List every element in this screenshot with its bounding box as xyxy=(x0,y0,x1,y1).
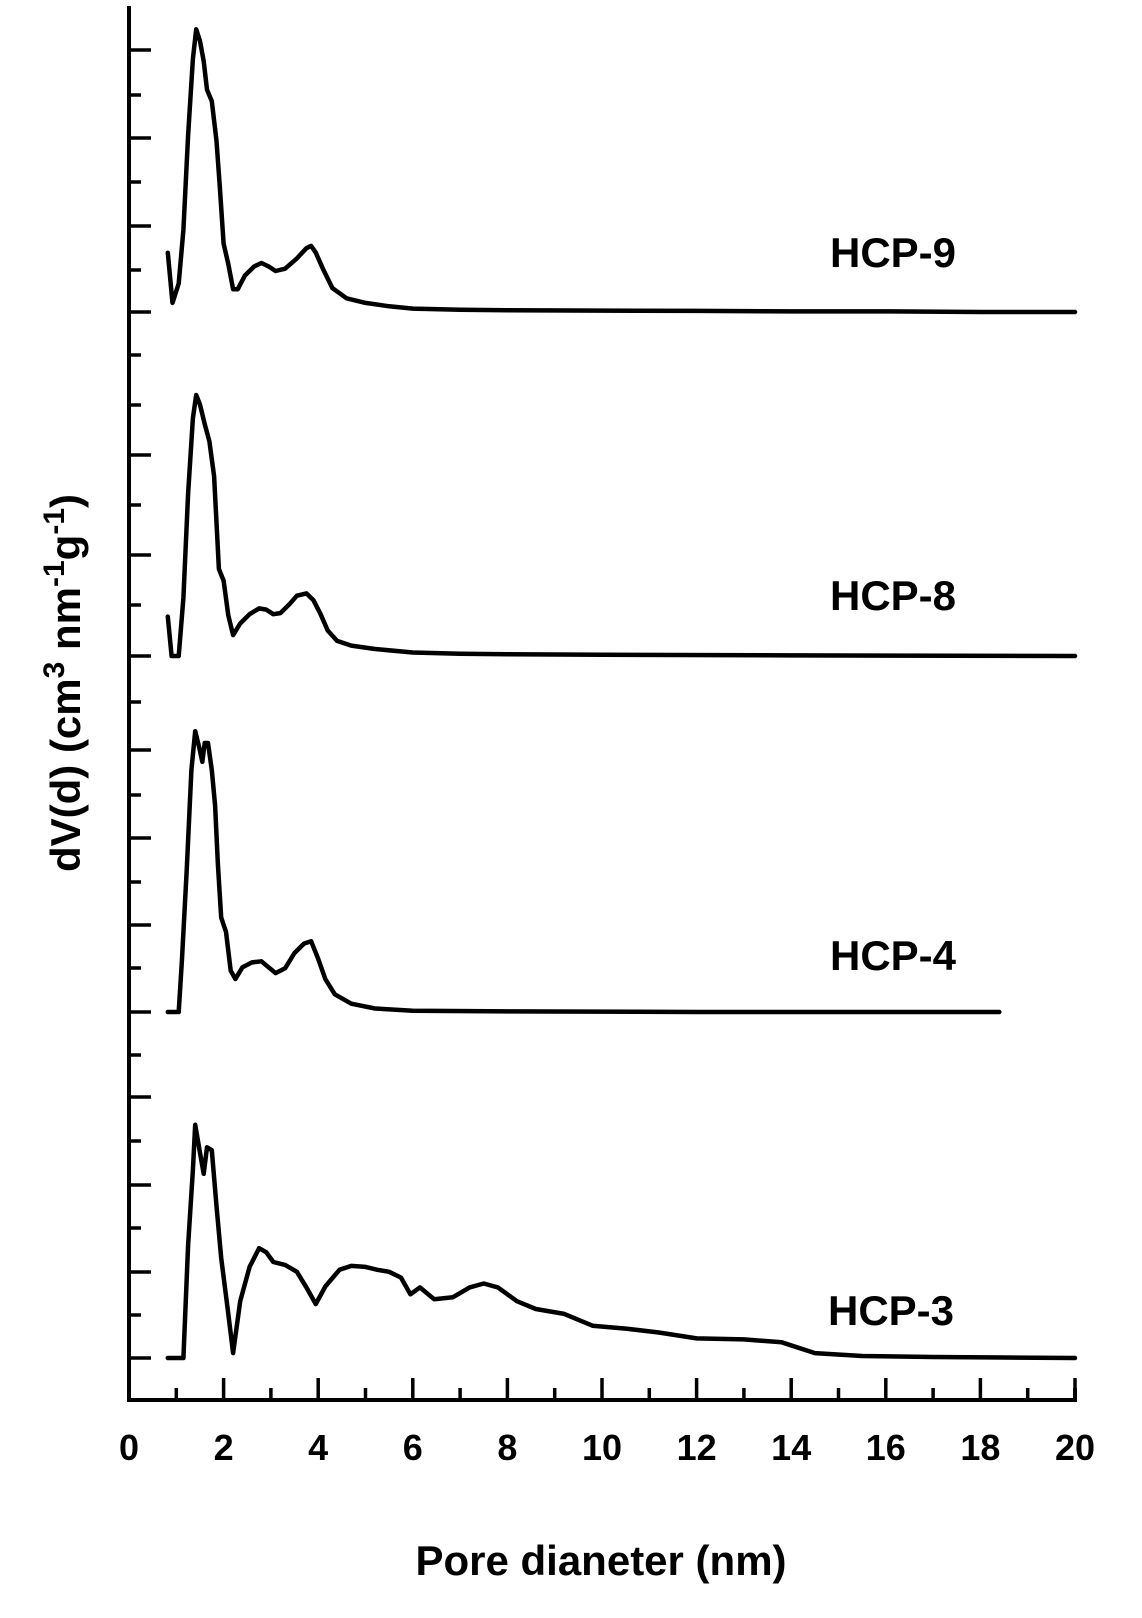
x-tick-label: 10 xyxy=(582,1427,622,1468)
x-tick-label: 20 xyxy=(1055,1427,1095,1468)
x-tick-label: 12 xyxy=(677,1427,717,1468)
x-ticks xyxy=(127,1378,1077,1400)
series-line-hcp-4 xyxy=(165,728,1002,1015)
series-line-hcp-8 xyxy=(165,392,1078,659)
series-label-hcp-3: HCP-3 xyxy=(828,1287,954,1334)
x-tick-label: 2 xyxy=(214,1427,234,1468)
series-line-hcp-9 xyxy=(165,27,1078,315)
series-label-hcp-8: HCP-8 xyxy=(830,572,956,619)
x-tick-label: 8 xyxy=(497,1427,517,1468)
y-label-sup-nm: -1 xyxy=(38,560,71,587)
series-lines xyxy=(165,27,1078,1361)
x-tick-labels: 0 2 4 6 8 10 12 14 16 18 20 xyxy=(119,1427,1095,1468)
series-label-hcp-9: HCP-9 xyxy=(830,229,956,276)
y-label-nm: nm xyxy=(42,587,89,662)
axes xyxy=(127,6,1077,1402)
x-tick-label: 16 xyxy=(866,1427,906,1468)
y-axis-label: dV(d) (cm3 nm-1g-1) xyxy=(38,494,89,872)
y-label-close: ) xyxy=(42,494,89,508)
y-label-g: g xyxy=(42,535,89,561)
series-labels: HCP-9 HCP-8 HCP-4 HCP-3 xyxy=(828,229,957,1334)
y-label-sup-g: -1 xyxy=(38,508,71,535)
x-tick-label: 6 xyxy=(403,1427,423,1468)
series-label-hcp-4: HCP-4 xyxy=(830,932,957,979)
y-label-main: dV(d) (cm xyxy=(42,678,89,872)
x-axis-label: Pore dianeter (nm) xyxy=(415,1537,786,1584)
x-tick-label: 0 xyxy=(119,1427,139,1468)
y-ticks xyxy=(129,48,151,1360)
x-tick-label: 14 xyxy=(771,1427,811,1468)
x-tick-label: 4 xyxy=(308,1427,328,1468)
x-tick-label: 18 xyxy=(960,1427,1000,1468)
y-label-sup-3: 3 xyxy=(38,662,71,679)
series-line-hcp-3 xyxy=(165,1122,1078,1361)
